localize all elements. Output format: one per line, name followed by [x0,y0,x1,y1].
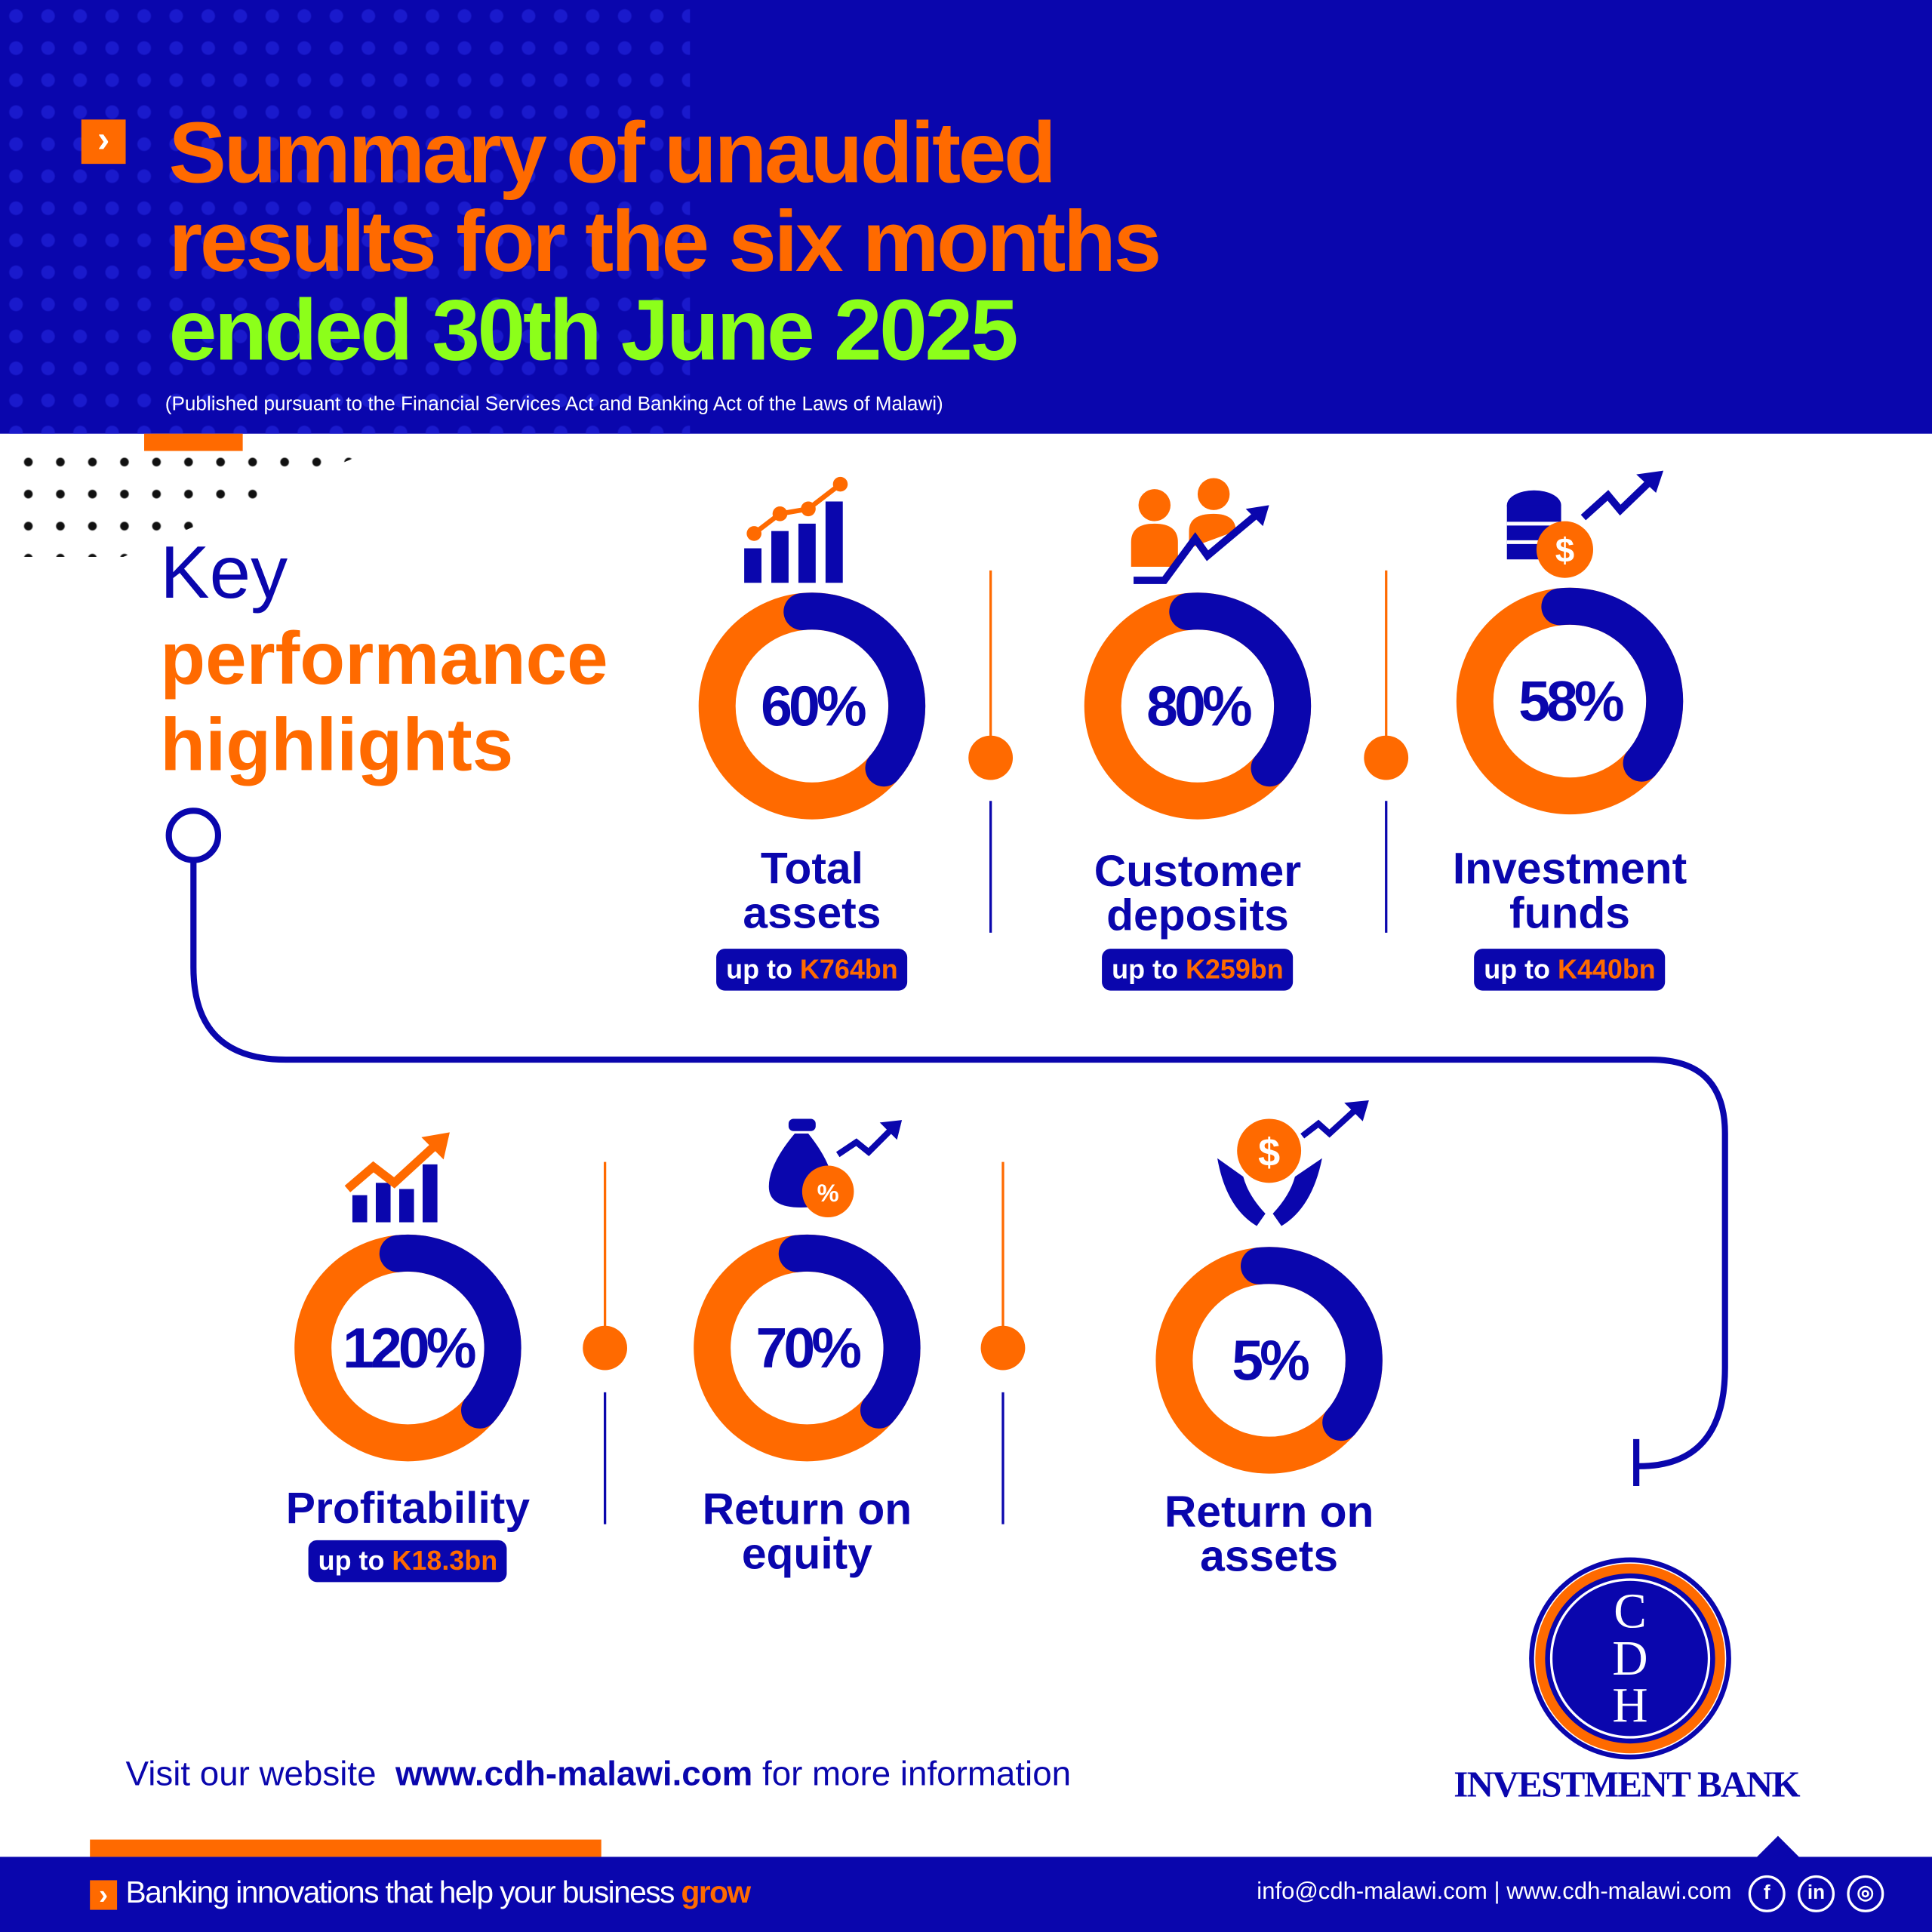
coins-growth-icon: $ [1506,470,1664,578]
donut-ring [698,592,926,820]
metric-label: Customer deposits [1038,844,1358,940]
chevron-right-icon: › [90,1880,118,1910]
metric-label: Total assets [652,842,972,938]
svg-text:$: $ [1258,1131,1280,1174]
value-badge: up to K18.3bn [308,1540,508,1583]
heading-key: Key [160,531,288,614]
footer: › Banking innovations that help your bus… [0,1857,1932,1932]
badge-prefix: up to [318,1545,385,1577]
chevron-right-icon: › [81,119,126,165]
label-line-1: Return on [702,1483,912,1534]
subtitle: (Published pursuant to the Financial Ser… [165,394,943,416]
badge-value: K259bn [1185,953,1284,985]
footer-accent-bar [90,1839,601,1857]
tagline-text: Banking innovations that help your busin… [125,1875,675,1910]
website-suffix: for more information [761,1754,1072,1793]
donut-percent: 58% [1518,669,1625,734]
donut-ring [694,1234,921,1462]
contact-info[interactable]: info@cdh-malawi.com | www.cdh-malawi.com [1257,1878,1732,1906]
profit-chart-icon [344,1132,450,1223]
label-line-2: equity [741,1527,872,1579]
title-line-2: results for the six months [168,193,1161,290]
heading-highlights: highlights [160,703,514,786]
donut-ring [1084,592,1312,820]
tagline: Banking innovations that help your busin… [125,1875,752,1911]
tagline-accent: grow [681,1875,751,1910]
facebook-icon[interactable]: f [1748,1875,1786,1912]
label-line-1: Customer [1094,844,1302,896]
donut-2: 58% [1447,578,1694,825]
label-line-2: funds [1509,887,1630,938]
donut-ring [294,1234,521,1462]
donut-4: 70% [684,1225,931,1472]
heading-performance: performance [160,617,608,700]
logo-text: INVESTMENT BANK [1454,1764,1800,1805]
donut-percent: 70% [755,1315,863,1380]
title-line-1: Summary of unaudited [168,104,1057,202]
linkedin-icon[interactable]: in [1798,1875,1835,1912]
badge-value: K18.3bn [392,1545,498,1577]
page-title: Summary of unaudited results for the six… [168,104,1161,379]
website-link[interactable]: www.cdh-malawi.com [395,1754,753,1793]
svg-text:$: $ [1555,531,1574,569]
badge-prefix: up to [1484,953,1551,985]
label-line-2: assets [1200,1530,1339,1581]
metric-label: Profitability [248,1482,568,1534]
donut-percent: 120% [343,1315,476,1380]
value-badge: up to K764bn [716,949,908,991]
badge-prefix: up to [726,953,792,985]
donut-3: 120% [285,1225,531,1472]
value-badge: up to K440bn [1474,949,1666,991]
bar-chart-icon [744,476,848,583]
badge-value: K764bn [799,953,898,985]
label-line-1: Profitability [285,1482,531,1534]
donut-percent: 60% [761,674,867,738]
dot-pattern [0,0,691,434]
value-badge: up to K259bn [1102,949,1294,991]
donut-ring [1155,1247,1383,1474]
metric-label: Return on equity [647,1487,967,1577]
money-bag-percent-icon: % [768,1118,903,1218]
label-line-1: Investment [1452,842,1687,894]
donut-1: 80% [1075,583,1321,829]
donut-5: 5% [1146,1237,1392,1484]
website-line: Visit our website www.cdh-malawi.com for… [126,1755,1072,1794]
svg-text:D: D [1612,1632,1647,1686]
svg-text:%: % [817,1179,839,1207]
cdh-logo: C D H [1529,1557,1731,1760]
metric-label: Return on assets [1109,1485,1429,1581]
badge-prefix: up to [1112,953,1178,985]
customers-growth-icon [1131,478,1269,584]
label-line-1: Total [760,842,863,894]
badge-value: K440bn [1558,953,1656,985]
website-prefix: Visit our website [125,1754,377,1793]
label-line-2: deposits [1106,889,1289,940]
svg-text:H: H [1612,1678,1647,1733]
footer-notch [1755,1835,1801,1859]
label-line-2: assets [743,887,881,938]
donut-0: 60% [689,583,936,829]
title-line-3: ended 30th June 2025 [168,281,1019,379]
donut-ring [1456,587,1684,815]
section-heading: Key performance highlights [160,530,608,789]
hands-dollar-icon: $ [1217,1100,1369,1226]
svg-text:C: C [1614,1585,1647,1639]
metric-label: Investment funds [1410,842,1730,938]
instagram-icon[interactable]: ◎ [1847,1875,1884,1912]
label-line-1: Return on [1164,1485,1374,1537]
donut-percent: 80% [1146,674,1253,738]
donut-percent: 5% [1232,1327,1310,1392]
